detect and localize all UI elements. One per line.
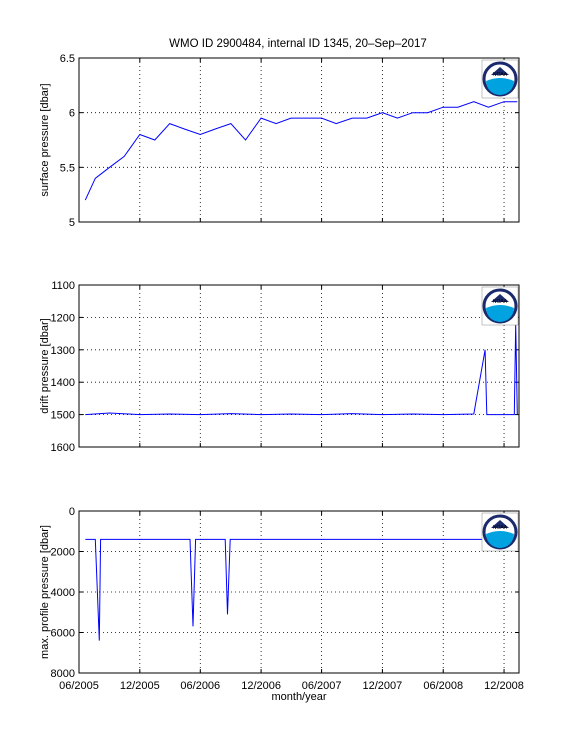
y-tick-label: 2000 — [51, 547, 75, 559]
panel-1: 5 5.5 6 6.5 surface pressure [dbar] NOAA — [39, 53, 520, 229]
plot-frame — [78, 57, 520, 223]
x-tick-label: 06/2005 — [59, 680, 99, 692]
y-tick-label: 5.5 — [60, 162, 75, 174]
x-tick-label: 12/2007 — [363, 680, 403, 692]
x-tick-label: 06/2008 — [423, 680, 463, 692]
y-tick-label: 6000 — [51, 628, 75, 640]
noaa-logo: NOAA — [481, 286, 519, 326]
series-line — [85, 323, 518, 416]
y-tick-label: 1600 — [51, 442, 75, 454]
noaa-logo: NOAA — [481, 59, 519, 99]
y-tick-label: 5 — [69, 217, 75, 229]
x-tick-labels: 06/2005 12/2005 06/2006 12/2006 06/2007 12/20… — [59, 680, 524, 692]
noaa-logo-text: NOAA — [493, 525, 508, 531]
noaa-logo-text: NOAA — [493, 72, 508, 78]
y-tick-label: 4000 — [51, 587, 75, 599]
y-tick-label: 0 — [69, 506, 75, 518]
x-tick-label: 06/2006 — [180, 680, 220, 692]
y-tick-label: 1300 — [51, 345, 75, 357]
y-axis-label: max. profile pressure [dbar] — [39, 525, 51, 659]
x-tick-label: 12/2006 — [241, 680, 281, 692]
y-tick-label: 1100 — [51, 280, 75, 292]
x-tick-label: 12/2005 — [120, 680, 160, 692]
noaa-logo: NOAA — [481, 512, 519, 552]
figure-title: WMO ID 2900484, internal ID 1345, 20–Sep… — [169, 38, 427, 50]
y-tick-label: 1400 — [51, 377, 75, 389]
y-tick-label: 1500 — [51, 410, 75, 422]
panel-2: 1100 1200 1300 1400 1500 1600 drift pressure [… — [39, 280, 520, 454]
x-axis-label: month/year — [271, 691, 326, 703]
noaa-logo-text: NOAA — [493, 299, 508, 305]
y-tick-label: 6.5 — [60, 53, 75, 65]
x-tick-label: 06/2007 — [302, 680, 342, 692]
x-tick-label: 12/2008 — [484, 680, 524, 692]
y-axis-label: drift pressure [dbar] — [39, 318, 51, 413]
y-tick-label: 6 — [69, 108, 75, 120]
y-tick-label: 1200 — [51, 312, 75, 324]
series-line — [85, 538, 518, 641]
plot-frame — [78, 284, 520, 448]
series-line — [84, 101, 518, 201]
y-axis-label: surface pressure [dbar] — [39, 83, 51, 196]
y-tick-label: 8000 — [51, 668, 75, 680]
